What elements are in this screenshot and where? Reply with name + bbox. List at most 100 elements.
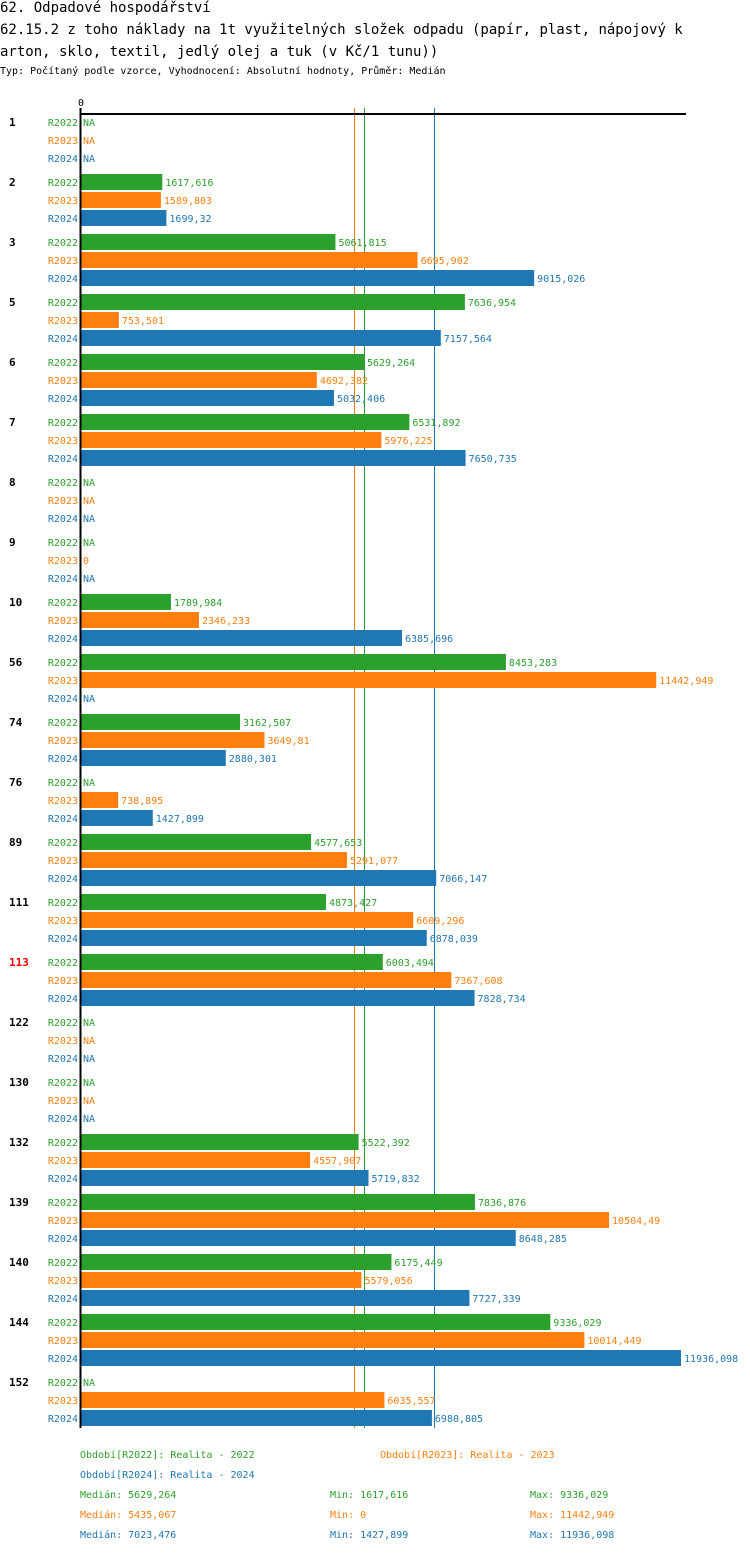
series-label: R2022	[48, 958, 78, 969]
data-label: 3649,81	[267, 736, 309, 747]
bar-r2022-2	[81, 174, 163, 190]
series-label: R2024	[48, 334, 78, 345]
data-label: 11442,949	[659, 676, 713, 687]
data-label: 6609,296	[416, 916, 464, 927]
data-label: NA	[83, 478, 95, 489]
data-label: NA	[83, 778, 95, 789]
series-label: R2022	[48, 838, 78, 849]
series-label: R2023	[48, 436, 78, 447]
stat-min-r2024: Min: 1427,899	[330, 1530, 409, 1541]
series-label: R2022	[48, 118, 78, 129]
data-label: 11936,098	[684, 1354, 738, 1365]
series-label: R2024	[48, 754, 78, 765]
category-label: 1	[9, 116, 16, 129]
data-label: 7836,876	[478, 1198, 526, 1209]
chart-title-line1: 62.15.2 z toho náklady na 1t využitelnýc…	[0, 22, 683, 38]
data-label: NA	[83, 1036, 95, 1047]
series-label: R2023	[48, 136, 78, 147]
data-label: 7636,954	[468, 298, 516, 309]
data-label: 8453,283	[509, 658, 557, 669]
category-label: 8	[9, 476, 16, 489]
series-label: R2024	[48, 574, 78, 585]
series-label: R2024	[48, 1414, 78, 1425]
data-label: 5032,406	[337, 394, 385, 405]
series-label: R2022	[48, 178, 78, 189]
bar-r2022-56	[81, 654, 506, 670]
data-label: 7157,564	[444, 334, 492, 345]
category-label: 122	[9, 1016, 29, 1029]
series-label: R2022	[48, 1318, 78, 1329]
data-label: 738,895	[121, 796, 163, 807]
series-label: R2023	[48, 676, 78, 687]
series-label: R2022	[48, 298, 78, 309]
category-label: 56	[9, 656, 23, 669]
stat-median-r2022: Medián: 5629,264	[80, 1490, 177, 1501]
series-label: R2024	[48, 994, 78, 1005]
series-label: R2022	[48, 1378, 78, 1389]
data-label: 6003,494	[386, 958, 434, 969]
series-label: R2024	[48, 514, 78, 525]
series-label: R2024	[48, 694, 78, 705]
series-label: R2024	[48, 1114, 78, 1125]
series-label: R2024	[48, 154, 78, 165]
bar-r2023-2	[81, 192, 161, 208]
series-label: R2022	[48, 658, 78, 669]
bar-r2024-6	[81, 390, 334, 406]
data-label: 6980,805	[435, 1414, 483, 1425]
bar-r2023-113	[81, 972, 452, 988]
bar-r2024-89	[81, 870, 437, 886]
series-label: R2023	[48, 1156, 78, 1167]
bar-r2023-89	[81, 852, 347, 868]
category-label: 9	[9, 536, 16, 549]
category-label: 144	[9, 1316, 29, 1329]
series-label: R2023	[48, 1096, 78, 1107]
bar-r2022-132	[81, 1134, 359, 1150]
series-label: R2023	[48, 1276, 78, 1287]
bar-r2023-74	[81, 732, 265, 748]
bar-r2023-139	[81, 1212, 610, 1228]
data-label: 5291,077	[350, 856, 398, 867]
data-label: 2346,233	[202, 616, 250, 627]
bar-r2023-140	[81, 1272, 362, 1288]
series-label: R2023	[48, 1396, 78, 1407]
series-label: R2024	[48, 1234, 78, 1245]
data-label: NA	[83, 1378, 95, 1389]
category-label: 113	[9, 956, 29, 969]
series-label: R2022	[48, 538, 78, 549]
series-label: R2023	[48, 376, 78, 387]
series-label: R2023	[48, 1036, 78, 1047]
data-label: NA	[83, 496, 95, 507]
series-label: R2023	[48, 1216, 78, 1227]
series-label: R2022	[48, 598, 78, 609]
legend-period-r2022: Období[R2022]: Realita - 2022	[80, 1450, 255, 1461]
chart-title-line2: arton, sklo, textil, jedlý olej a tuk (v…	[0, 44, 439, 60]
bar-r2024-10	[81, 630, 402, 646]
data-label: 5719,832	[372, 1174, 420, 1185]
data-label: 4557,907	[313, 1156, 361, 1167]
category-label: 130	[9, 1076, 29, 1089]
data-label: 7367,608	[454, 976, 502, 987]
data-label: 5976,225	[384, 436, 432, 447]
series-label: R2023	[48, 256, 78, 267]
data-label: 6695,902	[421, 256, 469, 267]
series-label: R2023	[48, 556, 78, 567]
stat-min-r2022: Min: 1617,616	[330, 1490, 409, 1501]
series-label: R2024	[48, 1054, 78, 1065]
stat-median-r2024: Medián: 7023,476	[80, 1530, 177, 1541]
data-label: 753,501	[122, 316, 164, 327]
category-label: 7	[9, 416, 16, 429]
data-label: 8648,285	[519, 1234, 567, 1245]
bar-r2023-10	[81, 612, 199, 628]
bar-r2024-144	[81, 1350, 681, 1366]
bar-r2024-74	[81, 750, 226, 766]
series-label: R2023	[48, 616, 78, 627]
data-label: NA	[83, 1078, 95, 1089]
category-label: 140	[9, 1256, 29, 1269]
data-label: NA	[83, 1018, 95, 1029]
data-label: 5629,264	[367, 358, 415, 369]
data-label: NA	[83, 1054, 95, 1065]
series-label: R2023	[48, 796, 78, 807]
bar-r2022-89	[81, 834, 312, 850]
bar-r2024-2	[81, 210, 167, 226]
series-label: R2023	[48, 736, 78, 747]
